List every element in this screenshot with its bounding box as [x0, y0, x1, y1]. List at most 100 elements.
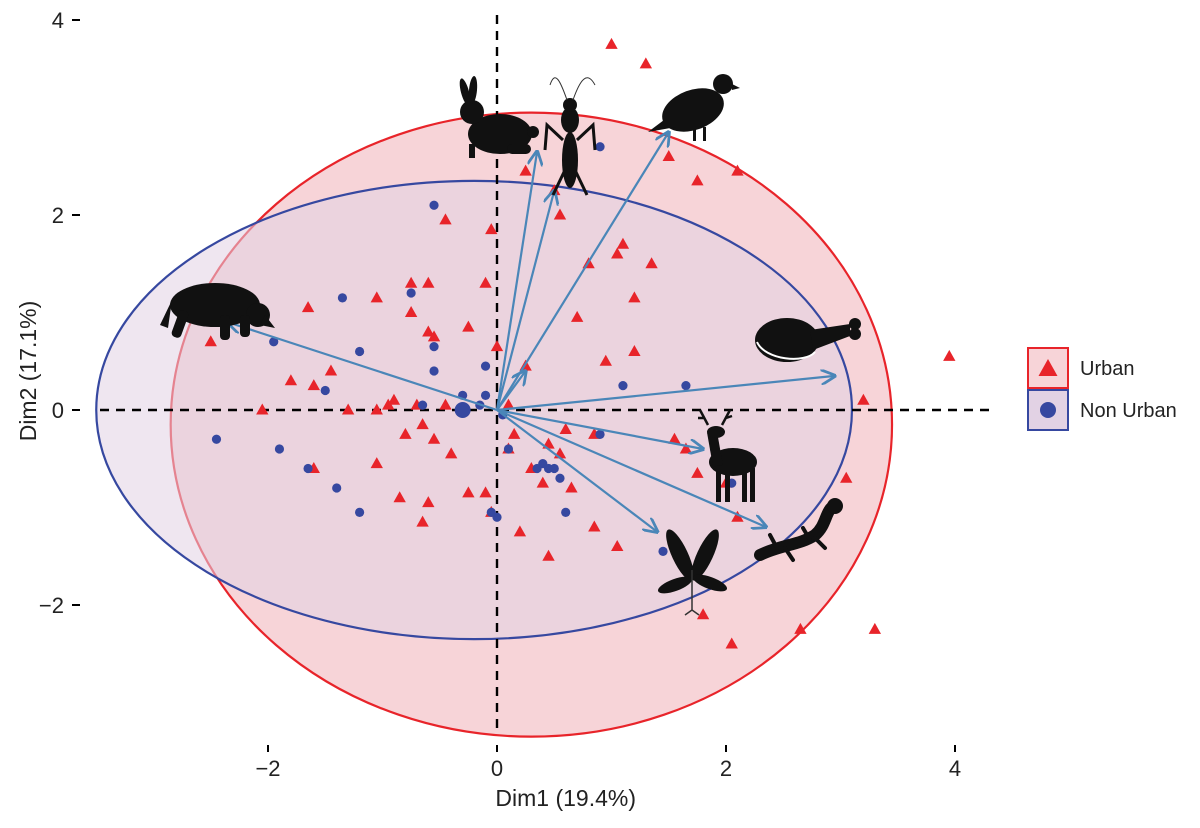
y-tick-label: 0 [52, 398, 64, 423]
urban-point [725, 637, 738, 649]
loading-arrows [228, 132, 835, 532]
pigeon-icon [648, 74, 740, 141]
urban-point [857, 393, 870, 405]
urban-point [387, 393, 401, 405]
urban-point [370, 457, 383, 469]
urban-point [416, 515, 429, 527]
urban-point [645, 257, 658, 269]
urban-point [462, 486, 475, 498]
urban-point [840, 471, 853, 483]
confidence-ellipses [95, 111, 894, 738]
urban-point [422, 496, 435, 508]
raccoon-icon [160, 283, 275, 340]
loading-arrow-raccoon [228, 322, 498, 412]
urban-point [427, 330, 441, 342]
urban-point [628, 345, 641, 357]
urban-point [559, 423, 572, 435]
legend-label-non-urban: Non Urban [1080, 400, 1177, 422]
urban-point [341, 403, 355, 415]
urban-point [508, 427, 521, 439]
urban-point [731, 164, 744, 176]
legend: Urban Non Urban [1027, 347, 1177, 431]
plant-icon [657, 529, 728, 616]
y-axis-title: Dim2 (17.1%) [15, 301, 41, 442]
cricket-icon [543, 77, 597, 196]
non-urban-point [355, 346, 365, 357]
urban-point [393, 491, 406, 503]
urban-point [519, 164, 532, 176]
non-urban-point [595, 142, 605, 152]
x-axis-title: Dim1 (19.4%) [495, 785, 636, 811]
species-icons [160, 74, 861, 616]
urban-point [628, 291, 641, 303]
urban-point [605, 37, 618, 49]
x-tick-label: 4 [949, 756, 961, 781]
data-points [204, 37, 956, 649]
non-urban-point [417, 400, 428, 410]
legend-item-urban: Urban [1027, 347, 1134, 389]
urban-point [301, 301, 315, 313]
urban-point [691, 174, 704, 186]
non-urban-point [492, 512, 502, 522]
urban-point [370, 291, 383, 303]
loading-arrow-deer [496, 408, 703, 449]
non-urban-point [480, 390, 491, 400]
non-urban-point [355, 507, 365, 517]
urban-point [868, 622, 882, 634]
non-urban-point [274, 444, 285, 454]
urban-point [502, 398, 515, 410]
non-urban-centroid [454, 402, 471, 418]
y-tick-label: −2 [39, 593, 64, 618]
non-urban-point [618, 381, 628, 391]
non-urban-point [681, 381, 691, 391]
urban-point [513, 525, 527, 537]
urban-point [943, 349, 956, 361]
urban-point [427, 432, 441, 444]
loading-arrow-cricket [495, 191, 554, 411]
non-urban-point [269, 337, 279, 347]
urban-point [422, 325, 435, 337]
urban-point [570, 310, 584, 322]
urban-point [416, 418, 429, 430]
non-urban-point [406, 288, 416, 298]
urban-point [485, 223, 498, 235]
loading-arrow-pigeon [496, 132, 669, 411]
urban-point [536, 476, 549, 488]
loading-arrow-pigeon-inner [496, 371, 526, 411]
urban-point [307, 379, 320, 391]
non-urban-point [658, 546, 668, 556]
urban-point [439, 398, 452, 410]
urban-point [324, 364, 338, 376]
axes: −2 0 2 4 −2 0 2 4 Dim1 (19.4%) Dim2 (17.1%) [15, 8, 961, 811]
urban-point [445, 447, 458, 459]
non-urban-point [337, 293, 348, 303]
urban-point [399, 427, 412, 439]
urban-point [284, 374, 298, 386]
ham-icon [755, 318, 861, 362]
salamander-icon [754, 498, 843, 562]
urban-point [565, 481, 578, 493]
urban-point [616, 237, 630, 249]
urban-point [599, 354, 612, 366]
urban-point [662, 150, 675, 162]
urban-point [794, 622, 807, 634]
legend-item-non-urban: Non Urban [1027, 389, 1177, 431]
urban-point [611, 540, 624, 552]
legend-label-urban: Urban [1080, 358, 1134, 380]
urban-point [422, 276, 435, 288]
urban-point [588, 520, 601, 532]
urban-point [668, 432, 681, 444]
y-tick-label: 4 [52, 8, 64, 33]
loading-arrow-salamander [496, 408, 766, 527]
urban-point [479, 276, 492, 288]
urban-point [731, 510, 744, 522]
loading-arrow-plant [496, 409, 657, 532]
urban-point [404, 306, 418, 318]
non-urban-point [561, 507, 571, 517]
non-urban-point [320, 385, 330, 396]
loading-arrow-ham [496, 376, 835, 412]
urban-point [553, 208, 567, 220]
x-tick-label: 0 [491, 756, 503, 781]
